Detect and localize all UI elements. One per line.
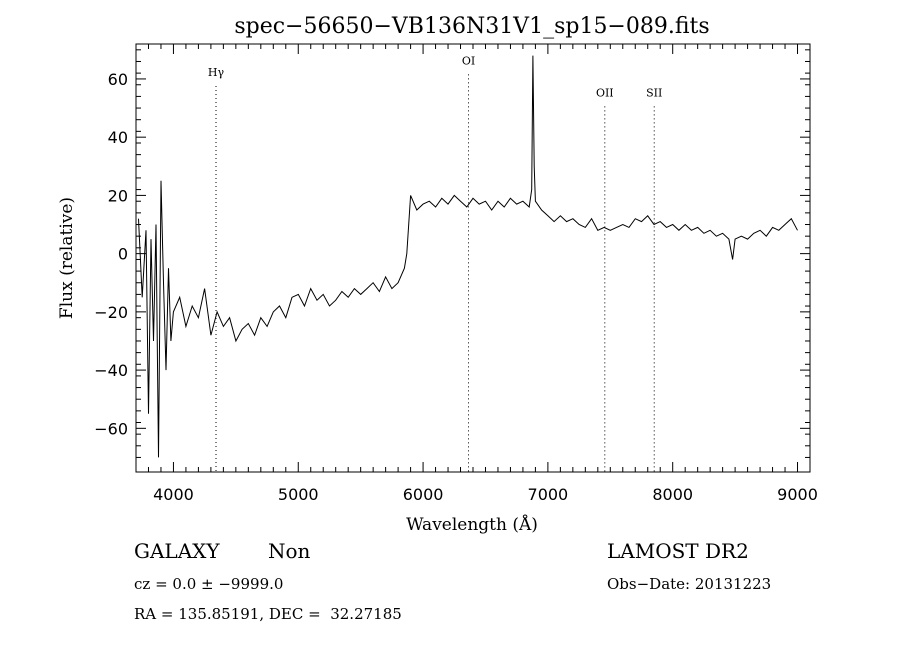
survey-label: LAMOST DR2	[607, 539, 749, 563]
line-annotation-label: SII	[646, 86, 662, 99]
ra-dec-text: RA = 135.85191, DEC = 32.27185	[134, 605, 402, 623]
chart-title: spec−56650−VB136N31V1_sp15−089.fits	[234, 14, 709, 39]
y-tick-label: −60	[94, 419, 128, 438]
y-tick-label: 0	[118, 245, 128, 264]
x-tick-label: 4000	[153, 485, 194, 504]
obs-date: Obs−Date: 20131223	[607, 575, 772, 593]
y-axis-label: Flux (relative)	[57, 197, 77, 319]
y-tick-label: 40	[108, 128, 128, 147]
tick-labels: 4000 5000 6000 7000 8000 9000 −60 −40 −20 0 20 40 60	[94, 70, 818, 504]
object-class: GALAXY	[134, 539, 220, 563]
object-subclass: Non	[268, 539, 311, 563]
x-tick-label: 9000	[777, 485, 818, 504]
x-tick-label: 7000	[528, 485, 569, 504]
line-annotation-label: Hγ	[208, 66, 225, 79]
redshift-text: cz = 0.0 ± −9999.0	[134, 575, 284, 593]
line-annotations: Hγ OI OII SII	[208, 54, 662, 99]
y-tick-label: 20	[108, 186, 128, 205]
spectrum-line	[138, 55, 798, 458]
x-tick-label: 5000	[278, 485, 319, 504]
line-annotation-label: OII	[596, 86, 614, 99]
plot-frame	[135, 43, 811, 473]
line-annotation-label: OI	[462, 54, 475, 67]
x-axis-label: Wavelength (Å)	[406, 514, 538, 535]
y-tick-label: −40	[94, 361, 128, 380]
y-tick-label: 60	[108, 70, 128, 89]
axis-ticks	[136, 44, 810, 472]
y-tick-label: −20	[94, 303, 128, 322]
x-tick-label: 8000	[652, 485, 693, 504]
line-markers	[215, 74, 655, 472]
x-tick-label: 6000	[403, 485, 444, 504]
